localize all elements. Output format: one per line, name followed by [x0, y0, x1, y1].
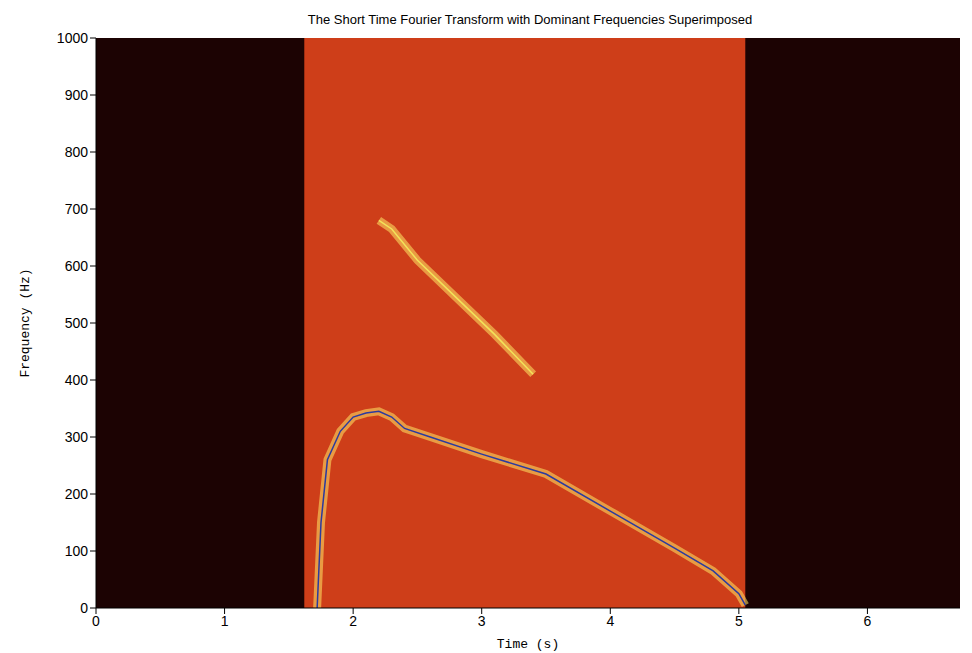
svg-text:0: 0: [92, 613, 100, 629]
svg-text:4: 4: [606, 613, 614, 629]
svg-text:500: 500: [65, 315, 89, 331]
html-text:The Short Time Fourier Transfo: The Short Time Fourier Transform with Do…: [307, 12, 753, 27]
svg-text:Time (s): Time (s): [497, 637, 559, 652]
svg-text:100: 100: [65, 543, 89, 559]
svg-text:600: 600: [65, 258, 89, 274]
svg-text:400: 400: [65, 372, 89, 388]
svg-text:800: 800: [65, 144, 89, 160]
svg-text:1: 1: [221, 613, 229, 629]
svg-text:700: 700: [65, 201, 89, 217]
svg-text:300: 300: [65, 429, 89, 445]
svg-text:6: 6: [864, 613, 872, 629]
svg-text:200: 200: [65, 486, 89, 502]
svg-text:1000: 1000: [57, 30, 88, 46]
svg-text:3: 3: [478, 613, 486, 629]
svg-text:Frequency (Hz): Frequency (Hz): [18, 268, 33, 377]
svg-text:2: 2: [349, 613, 357, 629]
svg-text:5: 5: [735, 613, 743, 629]
svg-text:0: 0: [80, 600, 88, 616]
svg-text:900: 900: [65, 87, 89, 103]
